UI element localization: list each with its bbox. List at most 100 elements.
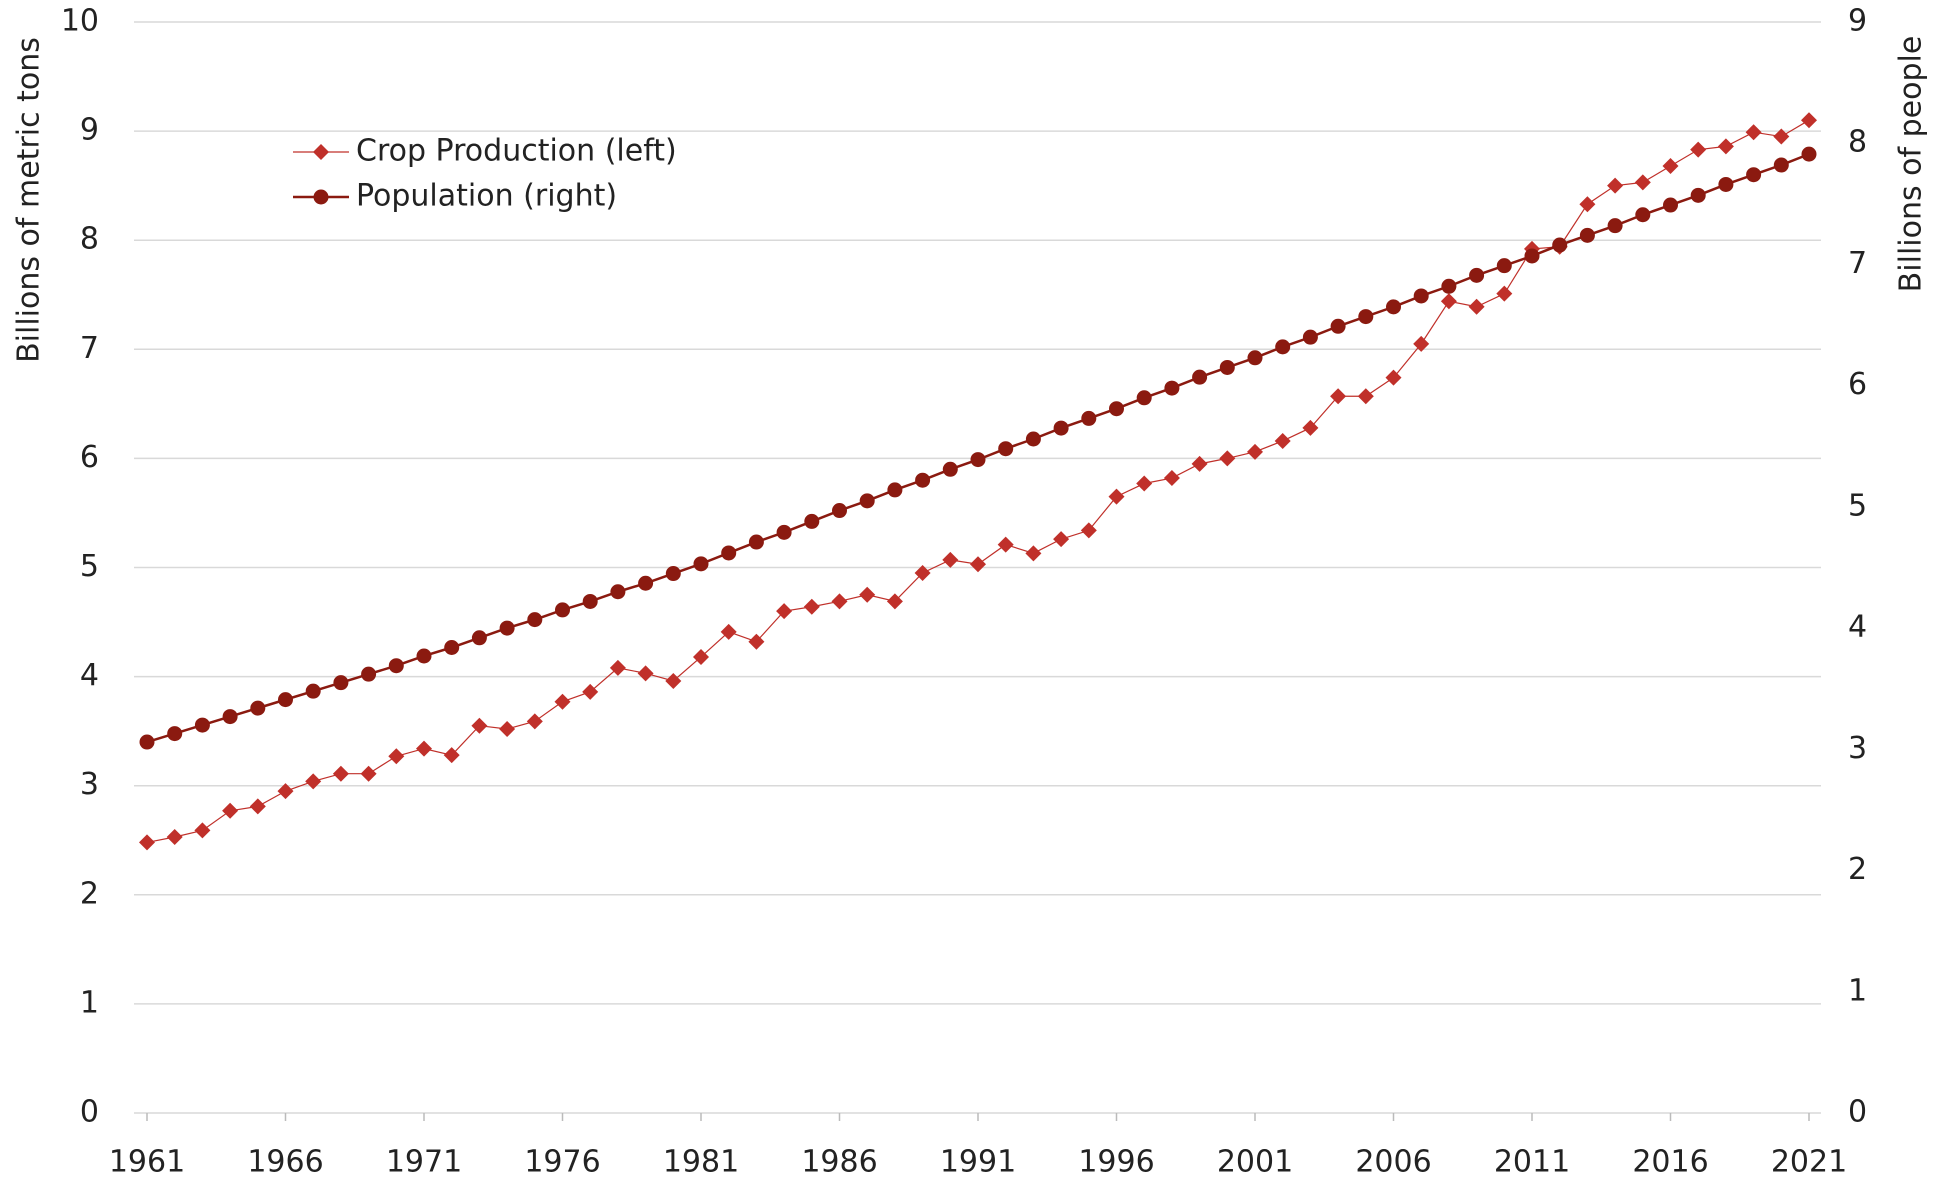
- x-tick-label: 2006: [1355, 1145, 1431, 1180]
- data-point: [1690, 141, 1707, 158]
- data-point: [748, 633, 765, 650]
- data-point: [665, 566, 681, 582]
- data-point: [444, 640, 460, 656]
- data-point: [693, 556, 709, 572]
- data-point: [914, 564, 931, 581]
- data-point: [305, 773, 322, 790]
- y-tick-label: 7: [80, 331, 99, 366]
- data-point: [1357, 388, 1374, 405]
- data-point: [1219, 359, 1235, 375]
- x-tick-label: 1981: [663, 1145, 739, 1180]
- data-point: [831, 593, 848, 610]
- data-point: [886, 593, 903, 610]
- y2-axis-label: Billions of people: [1894, 36, 1929, 293]
- data-point: [416, 648, 432, 664]
- data-point: [332, 765, 349, 782]
- data-point: [1773, 157, 1789, 173]
- legend-marker: [313, 189, 329, 205]
- y-tick-label: 1: [80, 985, 99, 1020]
- data-point: [333, 675, 349, 691]
- data-point: [776, 524, 792, 540]
- y2-tick-label: 1: [1848, 973, 1867, 1008]
- data-point: [1330, 388, 1347, 405]
- data-point: [277, 783, 294, 800]
- data-point: [1108, 488, 1125, 505]
- data-point: [222, 709, 238, 725]
- data-point: [527, 612, 543, 628]
- data-point: [471, 717, 488, 734]
- data-point: [1274, 432, 1291, 449]
- data-point: [555, 602, 570, 618]
- data-point: [1801, 112, 1817, 129]
- data-point: [443, 747, 460, 764]
- y-tick-label: 9: [80, 113, 99, 148]
- data-point: [942, 551, 959, 568]
- data-point: [803, 598, 820, 615]
- x-tick-label: 2001: [1217, 1145, 1293, 1180]
- data-point: [1025, 545, 1042, 562]
- legend-label: Crop Production (left): [356, 134, 677, 169]
- x-tick-label: 1966: [247, 1145, 323, 1180]
- data-point: [720, 623, 737, 640]
- data-point: [970, 452, 986, 468]
- data-point: [1634, 174, 1651, 191]
- data-point: [360, 765, 377, 782]
- data-point: [1109, 401, 1124, 417]
- y2-tick-label: 5: [1848, 488, 1867, 523]
- data-point: [1275, 339, 1291, 355]
- data-point: [1358, 309, 1374, 325]
- data-point: [721, 545, 737, 561]
- data-point: [1469, 267, 1485, 283]
- data-point: [1579, 196, 1596, 213]
- data-point: [610, 584, 626, 600]
- y-tick-label: 0: [80, 1095, 99, 1130]
- data-point: [166, 828, 183, 845]
- x-tick-label: 1976: [524, 1145, 600, 1180]
- data-point: [804, 513, 820, 529]
- data-point: [1579, 227, 1595, 243]
- data-point: [1690, 187, 1706, 203]
- data-point: [305, 683, 321, 699]
- data-point: [887, 482, 903, 498]
- data-point: [1440, 293, 1457, 310]
- y2-tick-label: 9: [1848, 4, 1867, 39]
- data-point: [1025, 431, 1041, 447]
- data-point: [638, 575, 654, 591]
- y2-tick-label: 2: [1848, 852, 1867, 887]
- data-point: [1163, 470, 1180, 487]
- data-point: [249, 798, 266, 815]
- data-point: [1136, 475, 1153, 492]
- data-point: [970, 556, 986, 573]
- data-point: [1191, 455, 1208, 472]
- data-point: [361, 666, 377, 682]
- data-point: [859, 586, 876, 603]
- data-point: [776, 603, 793, 620]
- data-point: [832, 503, 847, 519]
- x-tick-label: 1986: [801, 1145, 877, 1180]
- y-tick-label: 6: [80, 440, 99, 475]
- data-point: [1330, 318, 1346, 334]
- data-point: [388, 658, 404, 674]
- y-tick-label: 8: [80, 222, 99, 257]
- y2-tick-label: 7: [1848, 246, 1867, 281]
- data-point: [1496, 285, 1513, 302]
- data-point: [1247, 443, 1263, 460]
- y2-tick-label: 8: [1848, 125, 1867, 160]
- legend-marker: [313, 144, 329, 160]
- data-point: [416, 740, 432, 757]
- y-axis-label: Billions of metric tons: [12, 37, 47, 363]
- data-point: [1081, 410, 1097, 426]
- data-point: [1524, 248, 1540, 264]
- data-point: [1663, 197, 1678, 213]
- data-point: [1801, 146, 1817, 162]
- data-point: [194, 717, 210, 733]
- x-tick-label: 1991: [940, 1145, 1016, 1180]
- x-tick-label: 2016: [1632, 1145, 1708, 1180]
- data-point: [1662, 158, 1679, 175]
- data-point: [637, 665, 654, 682]
- data-point: [1136, 390, 1152, 406]
- data-point: [499, 720, 516, 737]
- data-point: [1302, 419, 1319, 436]
- y2-tick-label: 3: [1848, 731, 1867, 766]
